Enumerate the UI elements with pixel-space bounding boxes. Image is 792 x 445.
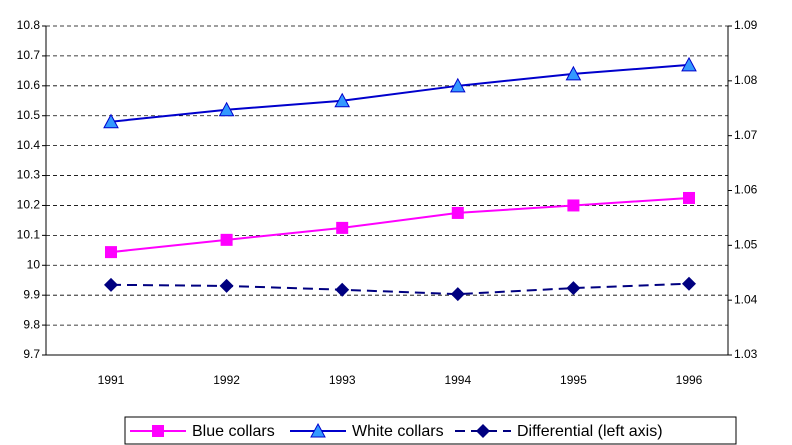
- series-line: [110, 63, 690, 123]
- y-tick-label: 10: [27, 257, 41, 271]
- marker: [219, 278, 234, 293]
- marker: [682, 276, 696, 291]
- legend-label: Blue collars: [192, 423, 275, 440]
- marker: [567, 199, 580, 212]
- marker: [104, 277, 118, 292]
- y2-tick-label: 1.06: [734, 183, 758, 197]
- x-tick-label: 1995: [560, 373, 587, 387]
- y-tick-label: 10.5: [17, 108, 41, 122]
- marker: [449, 77, 466, 93]
- series-line: [110, 282, 690, 296]
- legend-marker: [310, 422, 326, 438]
- x-tick-label: 1996: [676, 373, 703, 387]
- y2-tick-label: 1.05: [734, 238, 758, 252]
- marker: [218, 101, 235, 117]
- y-tick-label: 9.8: [23, 317, 40, 331]
- y-tick-label: 10.6: [17, 78, 41, 92]
- legend-label: White collars: [352, 423, 444, 440]
- y-tick-label: 9.9: [23, 287, 40, 301]
- marker: [334, 92, 351, 108]
- marker: [565, 65, 582, 81]
- marker: [335, 282, 350, 297]
- marker: [105, 246, 117, 259]
- x-tick-label: 1993: [329, 373, 356, 387]
- legend-label: Differential (left axis): [517, 423, 663, 440]
- marker: [683, 191, 695, 204]
- marker: [336, 221, 349, 234]
- y2-tick-label: 1.09: [734, 18, 758, 32]
- legend-box: [124, 416, 737, 445]
- marker: [681, 56, 697, 72]
- marker: [450, 287, 465, 302]
- y2-tick-label: 1.03: [734, 347, 758, 361]
- x-tick-label: 1992: [213, 373, 240, 387]
- y-tick-label: 10.7: [17, 48, 41, 62]
- marker: [451, 206, 464, 219]
- y2-tick-label: 1.04: [734, 292, 758, 306]
- y-tick-label: 9.7: [23, 347, 40, 361]
- y-tick-label: 10.2: [17, 198, 41, 212]
- legend-marker: [476, 424, 490, 438]
- y2-tick-label: 1.07: [734, 128, 758, 142]
- y2-tick-label: 1.08: [734, 73, 758, 87]
- y-tick-label: 10.1: [17, 228, 41, 242]
- marker: [103, 113, 119, 129]
- x-tick-label: 1994: [444, 373, 471, 387]
- y-tick-label: 10.4: [17, 138, 41, 152]
- series-line: [110, 196, 690, 254]
- y-tick-label: 10.8: [17, 18, 41, 32]
- marker: [220, 233, 233, 246]
- marker: [566, 281, 581, 296]
- y-tick-label: 10.3: [17, 168, 41, 182]
- x-tick-label: 1991: [98, 373, 125, 387]
- legend-marker: [152, 425, 164, 437]
